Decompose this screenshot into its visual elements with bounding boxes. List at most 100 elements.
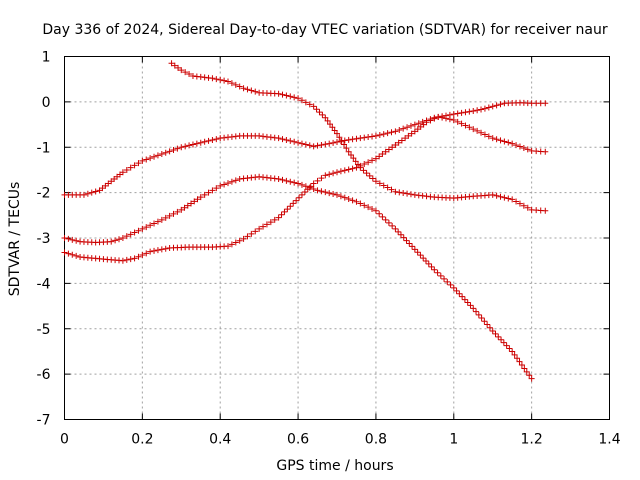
data-point [65,235,72,242]
data-point [228,178,235,185]
data-point [225,243,231,250]
data-point [213,136,220,143]
data-point [341,137,348,144]
data-point [493,136,500,143]
data-point [201,138,208,145]
data-point [384,184,391,191]
data-point [353,198,360,205]
data-point [348,151,355,158]
data-point [182,143,189,150]
data-point [439,114,446,121]
data-point [194,196,201,203]
grid [64,56,610,420]
data-point [366,172,373,179]
y-tick-label: 1 [42,50,51,66]
data-point [461,296,468,303]
data-point [287,137,294,144]
data-point [314,142,321,149]
data-point [314,177,321,184]
x-tick-label: 1.4 [598,432,620,448]
data-point [392,225,399,232]
data-point [334,191,340,198]
data-point [405,132,412,139]
data-point [135,227,142,234]
data-point [458,109,465,116]
data-point [395,139,402,146]
data-point [193,140,200,147]
data-point [360,167,367,174]
data-point [108,238,115,245]
data-point [489,135,496,142]
data-point [310,103,317,110]
data-point [119,235,126,241]
data-point [123,256,130,263]
data-point [481,105,488,112]
data-point [244,233,251,240]
data-point [151,153,158,160]
data-point [271,216,278,223]
data-point [357,162,364,169]
data-point [61,249,68,256]
data-point [295,95,302,102]
data-point [279,91,286,98]
y-tick-label: -1 [37,140,51,156]
data-point [506,345,513,352]
data-point [382,216,389,223]
data-point [427,117,434,124]
data-point [444,278,451,285]
data-point [221,77,228,84]
data-point [404,190,411,197]
data-point [345,195,352,202]
data-point [291,138,298,145]
data-point [423,119,430,126]
data-point [456,290,463,297]
y-tick-label: 0 [42,95,51,111]
data-point [69,236,76,243]
data-point [484,321,491,328]
data-point [205,189,212,196]
data-point [209,136,216,143]
data-point [450,111,457,118]
data-point [422,258,429,265]
data-point [287,203,294,210]
data-point [123,166,130,173]
data-point [162,245,169,252]
data-point [369,205,376,212]
data-point [263,221,270,228]
x-tick-label: 1 [449,432,458,448]
data-point [341,167,348,174]
x-tick-label: 1.2 [521,432,543,448]
data-point [256,225,263,232]
data-point [447,281,454,288]
data-point [542,148,549,155]
data-point [174,145,181,152]
data-point [408,130,415,137]
data-point [123,233,130,240]
data-point [489,191,496,198]
data-point [151,247,158,254]
x-tick-label: 0 [60,432,69,448]
data-point [178,206,185,213]
x-tick-label: 0.4 [209,432,231,448]
data-point [154,247,161,254]
data-point [139,225,146,232]
data-point [382,148,389,155]
data-point [431,266,438,273]
data-point [279,176,286,183]
data-point [248,87,255,94]
data-point [306,142,313,149]
data-point [489,328,496,335]
data-point [497,101,504,108]
data-point [154,218,161,225]
data-point [326,121,333,128]
data-point [428,263,435,270]
data-point [275,90,282,97]
data-point [443,115,449,122]
data-point [475,311,482,318]
data-point [337,193,344,200]
data-point [462,122,469,129]
data-point [420,255,427,262]
data-point [260,223,267,230]
data-point [400,189,407,196]
data-point [291,179,298,186]
